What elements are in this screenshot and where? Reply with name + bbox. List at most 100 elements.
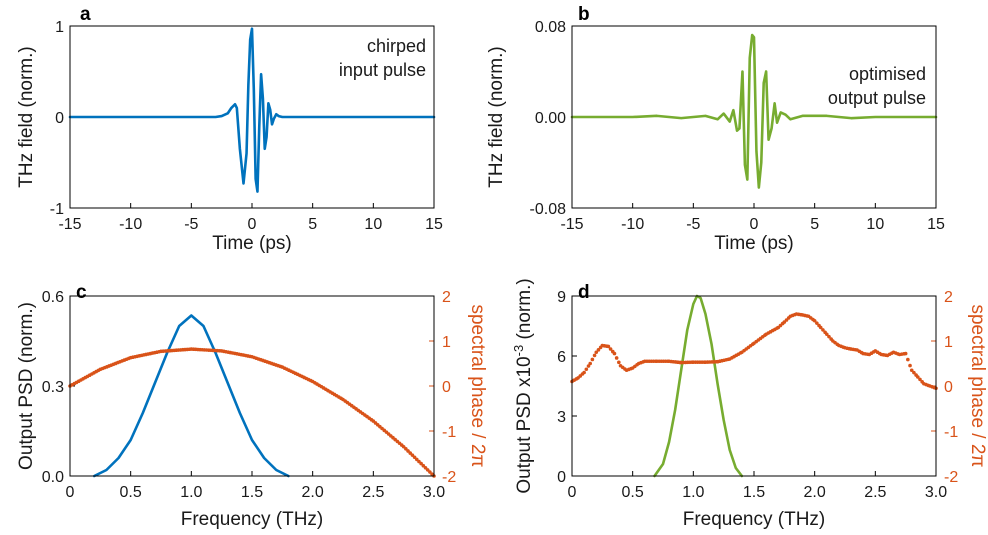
panel-d-ytick: 9 [557,289,566,306]
panel-b-frame [571,25,937,209]
panel-c-xticks: 0 0.5 1.0 1.5 2.0 2.5 3.0 [66,484,446,501]
panel-a-letter: a [80,4,91,25]
panel-c-ytick-right: 0 [442,379,451,396]
panel-d-yticks-right: -2 -1 0 1 2 [944,289,958,486]
panel-a-xtick: 10 [364,216,382,233]
panel-b-annotation-line1: optimised [849,64,926,84]
panel-b-annotation-line2: output pulse [828,88,926,108]
panel-c-xtick: 3.0 [423,484,445,501]
panel-d-ytick: 6 [557,349,566,366]
phase-point [903,351,908,356]
phase-point [614,356,619,360]
panel-a-xtick: -15 [58,216,81,233]
panel-b-ytick: 0.00 [535,110,566,127]
panel-a-ytick: -1 [50,201,64,218]
panel-d-xtick: 1.5 [743,484,765,501]
panel-a-annotation-line1: chirped [367,36,426,56]
panel-c-ylabel: Output PSD (norm.) [16,302,37,470]
panel-c-ytick-right: -2 [442,469,456,486]
panel-b-xtick: 5 [810,216,819,233]
panel-b-ytick: 0.08 [535,19,566,36]
panel-d-xtick: 0 [568,484,577,501]
panel-b-ytick: -0.08 [530,201,567,218]
panel-b-xtick: -5 [686,216,700,233]
panel-d-frame [571,295,937,477]
panel-d-xlabel: Frequency (THz) [683,509,826,530]
panel-d-xtick: 1.0 [682,484,704,501]
panel-c-xtick: 1.5 [241,484,263,501]
panel-c-yticks: 0.0 0.3 0.6 [42,289,64,486]
panel-d-ylabel-main: Output PSD x10 [514,356,535,493]
panel-d-xtick: 3.0 [925,484,947,501]
panel-b-xtick: 10 [866,216,884,233]
panel-c-xlabel: Frequency (THz) [181,509,324,530]
panel-b-xtick: 0 [750,216,759,233]
phase-point [612,351,617,356]
panel-c-ytick: 0.0 [42,469,64,486]
panel-c-series-line [92,314,290,478]
panel-c-xtick: 1.0 [180,484,202,501]
panel-c-ytick-right: 1 [442,334,451,351]
panel-b-xticks: -15 -10 -5 0 5 10 15 [560,216,945,233]
panel-d-plot [570,294,938,478]
panel-c-ytick-right: 2 [442,289,451,306]
panel-c-frame [69,295,435,477]
panel-d-ytick-right: -1 [944,424,958,441]
panel-c-ytick-right: -1 [442,424,456,441]
panel-d-xtick: 2.0 [804,484,826,501]
phase-point [592,353,597,358]
phase-point [617,360,621,365]
phase-point [918,377,922,382]
phase-point [606,344,611,349]
panel-b-ylabel: THz field (norm.) [486,46,507,187]
panel-a-xtick: 5 [308,216,317,233]
panel-a-ytick: 1 [55,19,64,36]
panel-a-series-line [68,27,436,193]
panel-c: c 0 0.5 1.0 1.5 2.0 2.5 3.0 0.0 0.3 0.6 … [16,282,488,530]
panel-d-xtick: 0.5 [622,484,644,501]
panel-d-ytick: 0 [557,469,566,486]
phase-point [908,363,912,368]
panel-d-xticks: 0 0.5 1.0 1.5 2.0 2.5 3.0 [568,484,948,501]
panel-c-letter: c [76,282,87,303]
panel-d-series-line [653,294,744,478]
panel-c-yticks-right: -2 -1 0 1 2 [442,289,456,486]
panel-a-xtick: 15 [425,216,443,233]
panel-b-xtick: -10 [621,216,644,233]
panel-a-ytick: 0 [55,110,64,127]
panel-a-yticks: -1 0 1 [50,19,64,218]
phase-point [906,357,910,362]
phase-point [912,370,916,375]
panel-d-ylabel-exponent: -3 [511,345,526,357]
panel-a: a -15 -10 -5 0 5 10 15 -1 0 1 Time (ps) … [16,4,443,254]
panel-a-xtick: -10 [119,216,142,233]
panel-d-ytick-right: 1 [944,334,953,351]
panel-a-xtick: -5 [184,216,198,233]
phase-point [812,318,817,323]
panel-c-ytick: 0.6 [42,289,64,306]
panel-d-ylabel: Output PSD x10-3 (norm.) [511,278,535,493]
phase-point [582,370,586,375]
panel-d: d 0 0.5 1.0 1.5 2.0 2.5 3.0 0 3 6 9 -2 -… [511,278,988,530]
phase-point [818,325,823,330]
panel-a-xlabel: Time (ps) [212,233,292,254]
panel-b-plot [570,25,938,209]
panel-c-xtick: 0.5 [120,484,142,501]
panel-d-ytick: 3 [557,409,566,426]
phase-point [821,328,825,332]
phase-point [827,334,831,339]
panel-b-xlabel: Time (ps) [714,233,794,254]
panel-d-letter: d [578,282,590,303]
panel-d-ylabel-tail: (norm.) [514,278,535,345]
phase-point [590,357,595,362]
panel-a-ylabel: THz field (norm.) [16,46,37,187]
panel-d-ytick-right: 2 [944,289,953,306]
panel-c-xtick: 0 [66,484,75,501]
panel-b: b -15 -10 -5 0 5 10 15 -0.08 0.00 0.08 T… [486,4,945,254]
panel-b-yticks: -0.08 0.00 0.08 [530,19,567,218]
phase-point [594,350,599,355]
panel-c-xtick: 2.5 [362,484,384,501]
panel-a-frame [69,25,435,209]
phase-point [815,321,819,325]
